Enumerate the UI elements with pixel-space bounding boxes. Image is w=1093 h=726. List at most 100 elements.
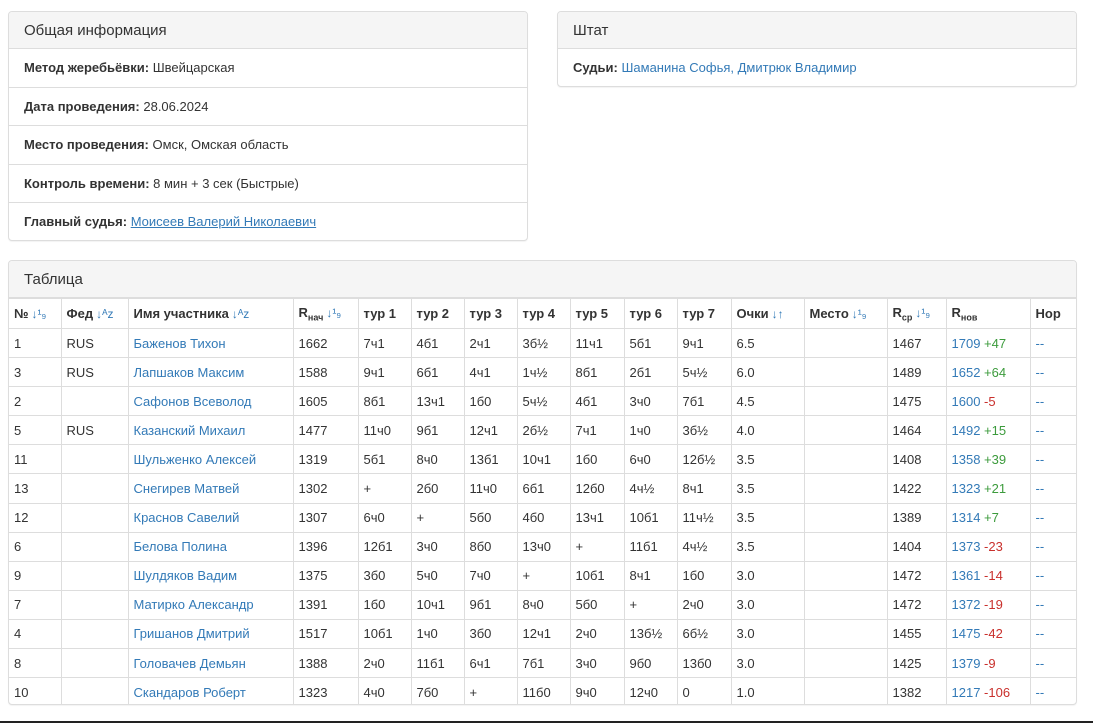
player-name-link[interactable]: Головачев Демьян bbox=[133, 655, 246, 671]
start-number: 2 bbox=[14, 393, 22, 409]
start-number: 5 bbox=[14, 422, 22, 438]
header-num[interactable]: № ↓¹₉ bbox=[9, 298, 62, 329]
sort-alpha-asc-icon[interactable]: ↓ᴬz bbox=[231, 307, 250, 321]
sort-both-icon[interactable]: ↓↑ bbox=[771, 307, 784, 321]
round-result: 8б0 bbox=[469, 539, 492, 555]
start-number: 11 bbox=[14, 451, 28, 467]
norm-link[interactable]: -- bbox=[1035, 626, 1045, 642]
player-name-link[interactable]: Краснов Савелий bbox=[133, 510, 240, 526]
standings-body: 1 RUS Баженов Тихон 1662 7ч1 4б1 2ч1 3б½ 11ч1 5б1… bbox=[9, 327, 1076, 704]
round-result: 11ч0 bbox=[363, 422, 392, 438]
federation: RUS bbox=[66, 422, 94, 438]
rating-avg: 1404 bbox=[892, 539, 922, 555]
norm-link[interactable]: -- bbox=[1035, 451, 1045, 467]
round-result: 10ч1 bbox=[416, 597, 445, 613]
sort-numeric-asc-icon[interactable]: ↓¹₉ bbox=[915, 305, 931, 320]
rating-new-link[interactable]: 1314 bbox=[951, 510, 981, 526]
player-name-link[interactable]: Снегирев Матвей bbox=[133, 481, 240, 497]
start-number: 10 bbox=[14, 684, 29, 700]
header-r-avg[interactable]: Rср ↓¹₉ bbox=[886, 298, 947, 329]
sort-numeric-asc-icon[interactable]: ↓¹₉ bbox=[31, 307, 47, 321]
player-name-link[interactable]: Шульженко Алексей bbox=[133, 451, 257, 467]
rating-avg: 1455 bbox=[892, 626, 922, 642]
rating-avg: 1467 bbox=[892, 335, 922, 351]
table-row: 12 Краснов Савелий 1307 6ч0 +5б0 4б0 13ч1 10б1 1… bbox=[9, 502, 1076, 533]
round-result: 1б0 bbox=[682, 568, 705, 584]
table-row: 9 Шулдяков Вадим 1375 3б0 5ч0 7ч0 +10б1 8ч1 1б0 3… bbox=[9, 560, 1076, 591]
rating-new-link[interactable]: 1358 bbox=[951, 451, 981, 467]
player-name-link[interactable]: Матирко Александр bbox=[133, 597, 254, 613]
norm-link[interactable]: -- bbox=[1035, 568, 1045, 584]
info-row: Главный судья: Моисеев Валерий Николаеви… bbox=[9, 203, 527, 240]
header-name[interactable]: Имя участника ↓ᴬz bbox=[127, 298, 294, 329]
player-name-link[interactable]: Сафонов Всеволод bbox=[133, 393, 252, 409]
points: 3.5 bbox=[736, 451, 755, 467]
round-result: 9б1 bbox=[469, 597, 492, 613]
rating-start: 1323 bbox=[298, 684, 328, 700]
round-result: 11ч0 bbox=[469, 481, 498, 497]
rating-new-link[interactable]: 1323 bbox=[951, 481, 981, 497]
norm-link[interactable]: -- bbox=[1035, 364, 1045, 380]
sort-numeric-asc-icon[interactable]: ↓¹₉ bbox=[851, 307, 867, 321]
round-result: 4ч1 bbox=[469, 364, 491, 380]
header-r-start[interactable]: Rнач ↓¹₉ bbox=[292, 298, 359, 329]
header-fed[interactable]: Фед ↓ᴬz bbox=[60, 298, 129, 329]
chief-judge-link[interactable]: Моисеев Валерий Николаевич bbox=[130, 214, 317, 230]
norm-link[interactable]: -- bbox=[1035, 510, 1045, 526]
player-name-link[interactable]: Лапшаков Максим bbox=[133, 364, 245, 380]
info-label: Место проведения: bbox=[24, 137, 149, 153]
norm-link[interactable]: -- bbox=[1035, 393, 1045, 409]
player-name-link[interactable]: Скандаров Роберт bbox=[133, 684, 246, 700]
sort-numeric-asc-icon[interactable]: ↓¹₉ bbox=[326, 305, 342, 320]
rating-new-link[interactable]: 1372 bbox=[951, 597, 981, 613]
player-name-link[interactable]: Казанский Михаил bbox=[133, 422, 246, 438]
norm-link[interactable]: -- bbox=[1035, 422, 1045, 438]
header-round-1: тур 1 bbox=[357, 298, 412, 329]
norm-link[interactable]: -- bbox=[1035, 655, 1045, 671]
rating-new-link[interactable]: 1492 bbox=[951, 422, 981, 438]
header-points[interactable]: Очки ↓↑ bbox=[730, 298, 805, 329]
rating-start: 1396 bbox=[298, 539, 328, 555]
rating-start: 1605 bbox=[298, 393, 328, 409]
info-value: Швейцарская bbox=[152, 60, 235, 75]
info-label: Контроль времени: bbox=[24, 175, 150, 191]
info-value: 8 мин + 3 сек (Быстрые) bbox=[153, 175, 299, 191]
norm-link[interactable]: -- bbox=[1035, 481, 1045, 497]
player-name-link[interactable]: Баженов Тихон bbox=[133, 335, 226, 351]
norm-link[interactable]: -- bbox=[1035, 539, 1045, 555]
header-round-5: тур 5 bbox=[569, 298, 625, 329]
rating-new-link[interactable]: 1652 bbox=[951, 364, 981, 380]
player-name-link[interactable]: Гришанов Дмитрий bbox=[133, 626, 250, 642]
norm-link[interactable]: -- bbox=[1035, 335, 1045, 351]
round-result: 5б0 bbox=[575, 597, 598, 613]
round-result: 5б1 bbox=[629, 335, 652, 351]
norm-link[interactable]: -- bbox=[1035, 597, 1045, 613]
header-place[interactable]: Место ↓¹₉ bbox=[803, 298, 888, 329]
judges-link[interactable]: Шаманина Софья, Дмитрюк Владимир bbox=[621, 60, 857, 75]
judges-row: Судьи: Шаманина Софья, Дмитрюк Владимир bbox=[558, 49, 1076, 86]
player-name-link[interactable]: Белова Полина bbox=[133, 539, 227, 555]
rating-start: 1477 bbox=[298, 422, 328, 438]
rating-new-link[interactable]: 1600 bbox=[951, 393, 981, 409]
rating-start: 1588 bbox=[298, 364, 328, 380]
round-result: 1б0 bbox=[575, 451, 598, 467]
start-number: 8 bbox=[14, 655, 22, 671]
player-name-link[interactable]: Шулдяков Вадим bbox=[133, 568, 238, 584]
rating-new-link[interactable]: 1379 bbox=[951, 655, 981, 671]
rating-avg: 1489 bbox=[892, 364, 922, 380]
round-result: 3ч0 bbox=[629, 393, 651, 409]
rating-new-link[interactable]: 1373 bbox=[951, 539, 981, 555]
start-number: 3 bbox=[14, 364, 22, 380]
round-result: 1б0 bbox=[469, 393, 492, 409]
sort-alpha-asc-icon[interactable]: ↓ᴬz bbox=[96, 307, 114, 321]
round-result: 7б1 bbox=[682, 393, 705, 409]
round-result: 7б0 bbox=[416, 684, 439, 700]
rating-new-link[interactable]: 1475 bbox=[951, 626, 981, 642]
rating-new-link[interactable]: 1709 bbox=[951, 335, 981, 351]
table-row: 6 Белова Полина 1396 12б1 3ч0 8б0 13ч0 +11б1 4ч½… bbox=[9, 531, 1076, 562]
rating-new-link[interactable]: 1217 bbox=[951, 684, 981, 700]
rating-new-link[interactable]: 1361 bbox=[951, 568, 981, 584]
norm-link[interactable]: -- bbox=[1035, 684, 1045, 700]
round-result: 5б0 bbox=[469, 510, 492, 526]
round-result: 1ч½ bbox=[522, 364, 548, 380]
